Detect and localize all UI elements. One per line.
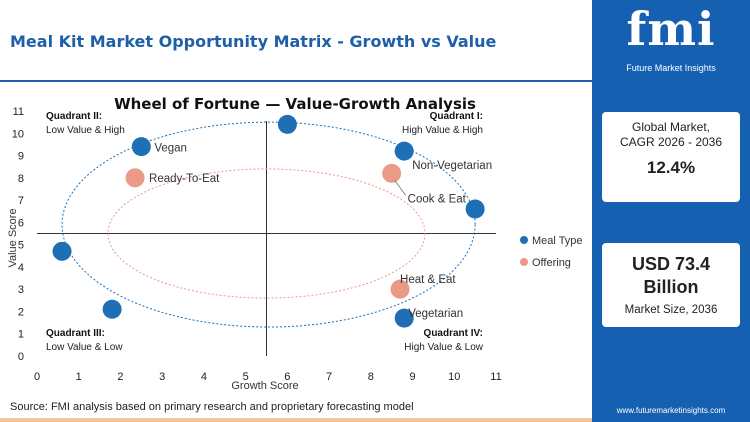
x-tick-label: 6: [284, 371, 290, 383]
footer: Source: FMI analysis based on primary re…: [0, 396, 592, 422]
header-divider: [0, 80, 592, 82]
point-label: Vegetarian: [408, 308, 463, 320]
y-tick-label: 11: [13, 106, 24, 118]
legend-label: Offering: [532, 257, 571, 269]
data-points: Vegan Non-Vegetarian Vegetarian Ready-To-Ea…: [52, 114, 492, 328]
y-axis-label: Value Score: [7, 208, 19, 267]
legend-swatch: [520, 258, 528, 266]
y-tick-label: 0: [18, 351, 24, 363]
y-tick-label: 1: [18, 329, 24, 341]
x-axis-label: Growth Score: [231, 380, 298, 392]
y-tick-label: 2: [18, 306, 24, 318]
y-tick-label: 4: [18, 262, 24, 274]
meal-type-point: [131, 137, 151, 157]
legend: Meal Type Offering: [520, 235, 583, 269]
y-tick-label: 10: [12, 128, 24, 140]
meal-type-point: [394, 308, 414, 328]
quadrant-title: Quadrant II:: [46, 111, 102, 122]
market-size-value: USD 73.4 Billion: [602, 243, 740, 299]
offering-ellipse: [107, 168, 426, 299]
y-tick-label: 7: [18, 195, 24, 207]
x-tick-label: 9: [409, 371, 415, 383]
ellipses: [61, 121, 476, 328]
quadrant-subtitle: High Value & High: [402, 125, 483, 136]
x-tick-label: 5: [243, 371, 249, 383]
x-tick-label: 7: [326, 371, 332, 383]
meal-type-point: [102, 299, 122, 319]
chart: Wheel of Fortune — Value-Growth Analysis…: [7, 95, 583, 392]
quadrant-subtitle: Low Value & High: [46, 125, 125, 136]
x-tick-label: 11: [490, 371, 501, 383]
point-label: Ready-To-Eat: [149, 173, 220, 185]
cagr-label-line2: CAGR 2026 - 2036: [619, 135, 723, 149]
quadrant-title: Quadrant I:: [430, 111, 483, 122]
meal-type-point: [394, 141, 414, 161]
quadrant-subtitle: High Value & Low: [404, 342, 484, 353]
cagr-label: Global Market, CAGR 2026 - 2036: [602, 112, 740, 150]
x-tick-label: 1: [76, 371, 82, 383]
y-tick-label: 9: [18, 151, 24, 163]
cagr-value: 12.4%: [646, 158, 696, 177]
x-tick-label: 0: [34, 371, 40, 383]
x-tick-label: 10: [448, 371, 460, 383]
cagr-label-line1: Global Market,: [631, 120, 711, 134]
website-link[interactable]: www.futuremarketinsights.com: [616, 406, 726, 415]
x-tick-label: 8: [368, 371, 374, 383]
header: Meal Kit Market Opportunity Matrix - Gro…: [0, 0, 592, 80]
x-tick-label: 3: [159, 371, 165, 383]
quadrant-title: Quadrant IV:: [424, 328, 483, 339]
point-label: Non-Vegetarian: [412, 160, 492, 172]
meal-type-point: [277, 114, 297, 134]
footer-accent-bar: [0, 418, 592, 422]
offering-point: [390, 279, 410, 299]
point-label: Cook & Eat: [408, 193, 467, 205]
market-size-card: USD 73.4 Billion Market Size, 2036: [602, 243, 740, 327]
point-label: Vegan: [154, 143, 187, 155]
y-tick-label: 6: [18, 217, 24, 229]
y-tick-label: 8: [18, 173, 24, 185]
logo-mark: fmi: [626, 2, 716, 56]
x-tick-label: 4: [201, 371, 207, 383]
sidebar: fmi Future Market Insights Global Market…: [592, 0, 750, 422]
offering-point: [382, 163, 402, 183]
brand-logo: fmi Future Market Insights: [592, 0, 750, 80]
point-label: Heat & Eat: [400, 274, 456, 286]
quadrant-labels: Quadrant I: High Value & High Quadrant II:…: [46, 111, 484, 353]
quadrant-title: Quadrant III:: [46, 328, 105, 339]
meal-type-point: [465, 199, 485, 219]
market-size-label: Market Size, 2036: [624, 304, 718, 316]
source-note: Source: FMI analysis based on primary re…: [10, 401, 414, 413]
cagr-card: Global Market, CAGR 2026 - 2036 12.4%: [602, 112, 740, 202]
label-leader-line: [394, 180, 407, 196]
market-size-value-line1: USD 73.4: [631, 254, 711, 274]
quadrant-subtitle: Low Value & Low: [46, 342, 123, 353]
legend-label: Meal Type: [532, 235, 583, 247]
market-size-value-line2: Billion: [643, 277, 699, 297]
x-tick-label: 2: [117, 371, 123, 383]
meal-type-point: [52, 241, 72, 261]
logo-tagline: Future Market Insights: [626, 63, 716, 73]
meal-type-ellipse: [61, 121, 476, 328]
legend-swatch: [520, 236, 528, 244]
offering-point: [125, 168, 145, 188]
page-title: Meal Kit Market Opportunity Matrix - Gro…: [10, 32, 497, 51]
chart-title: Wheel of Fortune — Value-Growth Analysis: [114, 95, 476, 113]
y-tick-label: 5: [18, 240, 24, 252]
axes: 0 1 2 3 4 5 6 7 8 9 10 11 0 1 2 3 4 5 6 7 8 9 10 11: [12, 106, 502, 383]
y-tick-label: 3: [18, 284, 24, 296]
